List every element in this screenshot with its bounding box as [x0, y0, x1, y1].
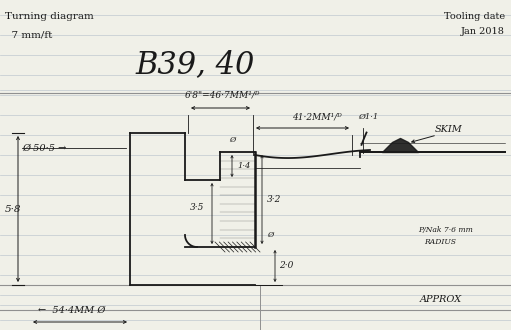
Text: Ø: Ø: [229, 136, 235, 144]
Text: SKIM: SKIM: [435, 125, 463, 135]
Text: 3·2: 3·2: [267, 194, 282, 204]
Text: 5·8: 5·8: [5, 205, 21, 214]
Text: Tooling date: Tooling date: [444, 12, 505, 21]
Text: 3·5: 3·5: [190, 204, 204, 213]
Text: 1·4: 1·4: [237, 162, 250, 170]
Text: Turning diagram: Turning diagram: [5, 12, 94, 21]
Text: 41·2MM¹/ᴰ: 41·2MM¹/ᴰ: [292, 113, 342, 122]
Text: Ø: Ø: [267, 231, 273, 239]
Text: B39, 40: B39, 40: [135, 50, 254, 81]
Text: P/Nak 7·6 mm: P/Nak 7·6 mm: [418, 226, 473, 234]
Text: APPROX: APPROX: [420, 295, 462, 305]
Text: RADIUS: RADIUS: [424, 238, 456, 246]
Text: 7 mm/ft: 7 mm/ft: [5, 30, 52, 39]
Text: Ø 50·5 →: Ø 50·5 →: [22, 144, 66, 152]
Text: Ø1·1: Ø1·1: [358, 113, 378, 121]
Text: ←  54·4MM Ø: ← 54·4MM Ø: [38, 306, 105, 315]
Text: 2·0: 2·0: [279, 261, 293, 271]
Text: 6'8"=46·7MM¹/ᴰ: 6'8"=46·7MM¹/ᴰ: [184, 91, 260, 100]
Text: Jan 2018: Jan 2018: [461, 27, 505, 36]
